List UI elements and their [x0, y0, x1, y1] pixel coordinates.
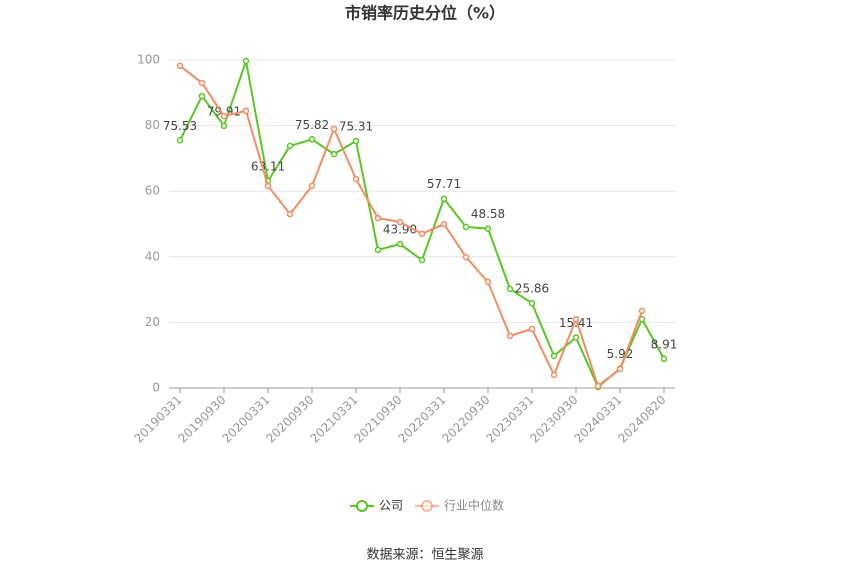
chart-title: 市销率历史分位（%） [345, 4, 505, 23]
point [638, 307, 646, 315]
point [550, 352, 558, 360]
point [176, 62, 184, 70]
point [286, 142, 294, 150]
data-label: 15.41 [559, 316, 593, 330]
point [242, 57, 250, 65]
point [198, 79, 206, 87]
data-label: 75.31 [339, 119, 373, 133]
data-label: 8.91 [651, 337, 678, 351]
point [352, 137, 360, 145]
point [462, 253, 470, 261]
data-label: 75.82 [295, 118, 329, 132]
data-label: 5.92 [607, 347, 634, 361]
series-line [179, 65, 643, 388]
y-tick-label: 80 [145, 118, 160, 132]
point [440, 220, 448, 228]
point [528, 299, 536, 307]
point [220, 122, 228, 130]
y-tick-label: 60 [145, 184, 160, 198]
data-label: 48.58 [471, 207, 505, 221]
point [286, 210, 294, 218]
point [506, 332, 514, 340]
point [550, 371, 558, 379]
point [594, 382, 602, 390]
point [330, 125, 338, 133]
point [176, 137, 184, 144]
data-label: 57.71 [427, 177, 461, 191]
point [418, 256, 426, 264]
y-tick-label: 0 [152, 381, 160, 395]
point [660, 355, 668, 363]
source: 数据来源：恒生聚源 [366, 548, 483, 563]
data-label: 63.11 [251, 159, 285, 173]
point [572, 334, 580, 341]
y-tick-label: 100 [137, 53, 160, 67]
point [616, 365, 624, 373]
point [396, 240, 404, 248]
point [352, 175, 360, 183]
point [396, 218, 404, 226]
point [506, 285, 514, 293]
point [440, 195, 448, 202]
point [374, 246, 382, 254]
point [242, 107, 250, 115]
y-tick-label: 20 [145, 315, 160, 329]
point [220, 112, 228, 120]
x-tick-label: 20240820 [616, 393, 669, 446]
point [198, 92, 206, 100]
point [462, 223, 470, 231]
legend-label: 公司 [379, 499, 403, 513]
point [572, 315, 580, 323]
legend-marker [356, 500, 368, 512]
legend-label: 行业中位数 [444, 498, 504, 513]
data-label: 25.86 [515, 282, 549, 296]
point [308, 136, 316, 143]
point [484, 278, 492, 286]
point [484, 225, 492, 232]
legend-marker [421, 500, 434, 512]
point [374, 214, 382, 222]
point [264, 182, 272, 190]
point [418, 230, 426, 238]
data-label: 75.53 [163, 119, 197, 133]
point [528, 325, 536, 333]
point [330, 150, 338, 158]
point [308, 182, 316, 190]
series-line [179, 57, 665, 389]
y-tick-label: 40 [145, 249, 160, 263]
